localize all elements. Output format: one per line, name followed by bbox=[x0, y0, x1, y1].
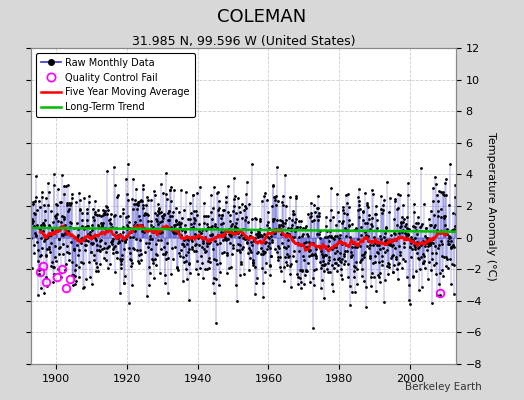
Y-axis label: Temperature Anomaly (°C): Temperature Anomaly (°C) bbox=[486, 132, 496, 280]
Legend: Raw Monthly Data, Quality Control Fail, Five Year Moving Average, Long-Term Tren: Raw Monthly Data, Quality Control Fail, … bbox=[36, 53, 195, 117]
Text: Berkeley Earth: Berkeley Earth bbox=[406, 382, 482, 392]
Title: 31.985 N, 99.596 W (United States): 31.985 N, 99.596 W (United States) bbox=[132, 35, 355, 48]
Text: COLEMAN: COLEMAN bbox=[217, 8, 307, 26]
